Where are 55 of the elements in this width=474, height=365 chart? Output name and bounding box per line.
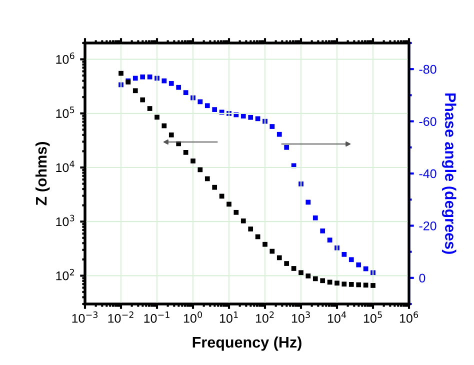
point [154, 114, 160, 120]
point [162, 123, 167, 128]
point [204, 176, 210, 182]
x-tick-label: 10$^{1}$ [220, 312, 238, 323]
x-tick-label: 10$^{−1}$ [144, 312, 170, 323]
point [168, 132, 174, 138]
point [276, 255, 282, 260]
x-tick-label: 10$^{4}$ [328, 312, 346, 323]
point [298, 270, 304, 276]
point [240, 218, 246, 224]
x-tick-label: 10$^{−3}$ [72, 311, 98, 323]
x-tick-label: 10$^{5}$ [364, 312, 382, 323]
point [270, 248, 275, 254]
point [320, 278, 326, 284]
x-tick-label: 10$^{3}$ [292, 311, 310, 323]
point [234, 210, 239, 215]
point [356, 282, 362, 288]
point [226, 202, 232, 207]
x-tick-label: 10$^{−2}$ [108, 311, 134, 323]
x-tick-label: 10$^{6}$ [400, 311, 418, 323]
y-tick-label: 10$^{5}$ [56, 106, 74, 118]
point [342, 282, 347, 287]
point [348, 282, 354, 287]
point [147, 106, 152, 111]
y2-tick-label: -60 [419, 117, 436, 126]
y-tick-label: 10$^{6}$ [56, 52, 74, 64]
point [334, 280, 340, 286]
point [190, 158, 196, 164]
x-tick-label: 10$^{2}$ [256, 311, 274, 323]
y-tick-label: 10$^{2}$ [56, 268, 74, 280]
point [284, 261, 290, 266]
point [370, 283, 376, 288]
x-tick-label: 10$^{0}$ [184, 311, 202, 323]
y-tick-label: 10$^{3}$ [56, 214, 74, 226]
point [118, 70, 124, 76]
point [198, 167, 203, 172]
y-axis-title: Z (ohms) [35, 142, 50, 206]
point [212, 184, 218, 190]
point [363, 282, 368, 288]
y2-tick-label: -40 [419, 169, 436, 178]
y2-tick-label: -80 [419, 64, 436, 74]
point [262, 242, 268, 247]
y-tick-label: 10$^{4}$ [56, 160, 74, 172]
point [327, 280, 332, 285]
point [248, 226, 254, 232]
point [140, 97, 146, 102]
x-axis-title: Frequency (Hz) [192, 336, 302, 351]
point [132, 88, 138, 94]
point [291, 266, 296, 271]
y2-tick-label: 0 [419, 274, 426, 283]
point [306, 274, 311, 278]
y2-tick-label: -20 [419, 222, 436, 230]
y2-axis-title: Phase angle (degrees) [442, 93, 456, 254]
point [312, 276, 318, 282]
point [183, 150, 188, 155]
